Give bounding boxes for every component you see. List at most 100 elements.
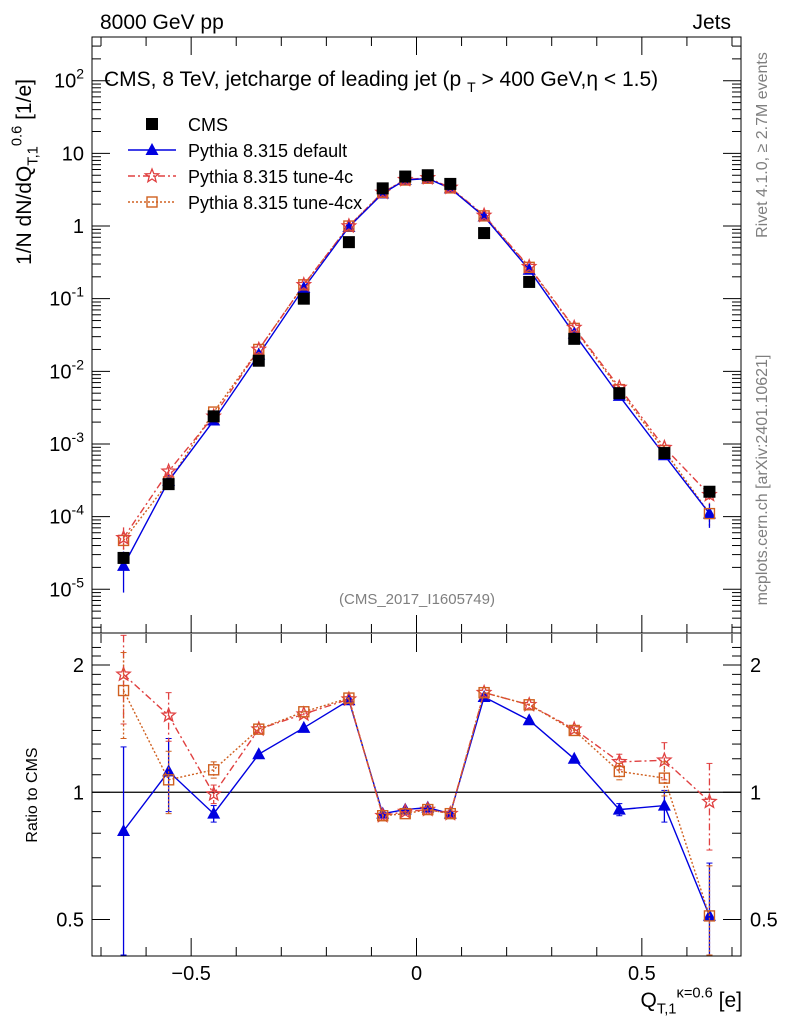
data-point (117, 551, 130, 564)
data-point (478, 227, 491, 240)
source-label: mcplots.cern.ch [arXiv:2401.10621] (754, 355, 771, 606)
legend-marker (146, 118, 158, 130)
legend: CMS Pythia 8.315 default Pythia 8.315 tune… (128, 115, 362, 213)
x-tick-label: 0 (411, 963, 422, 985)
data-point (613, 387, 626, 400)
x-tick-label: 0.5 (628, 963, 656, 985)
data-point (702, 506, 716, 519)
data-point (658, 447, 671, 460)
data-point (565, 318, 583, 335)
data-point (422, 803, 434, 816)
data-point (376, 182, 389, 195)
data-point (205, 785, 223, 802)
series-pythia-8-315-tune-4cx (122, 177, 711, 553)
data-point (523, 275, 536, 288)
data-point (399, 170, 412, 183)
data-point (612, 802, 626, 815)
data-point (343, 692, 355, 704)
data-point (160, 462, 177, 479)
ratio-y-axis-label: Ratio to CMS (24, 747, 41, 842)
data-point (444, 177, 457, 190)
data-point (475, 206, 493, 223)
markers-cms (117, 169, 716, 564)
data-point (162, 478, 175, 491)
markers-pythia-8-315-tune-4c (115, 169, 718, 545)
series-pythia-8-315-tune-4c (122, 177, 711, 554)
main-y-tick-label: 102​ (54, 66, 84, 93)
data-point (207, 410, 220, 423)
ratio-series-pythia-8-315-tune-4c (115, 634, 718, 851)
ratio-ticks: 0.5 0.5 1 1 2 2 (56, 646, 778, 932)
ratio-series (115, 634, 718, 956)
ratio-y-tick-label: 0.5 (56, 910, 84, 932)
data-point (568, 332, 581, 345)
rivet-label: Rivet 4.1.0, ≥ 2.7M events (754, 52, 771, 238)
series-line (122, 177, 711, 567)
ratio-series-pythia-8-315-tune-4cx (117, 652, 716, 956)
plot-title-text: CMS, 8 TeV, jetcharge of leading jet (p (104, 68, 461, 91)
data-point (613, 765, 626, 778)
data-point (160, 706, 177, 723)
legend-label: Pythia 8.315 default (188, 141, 347, 161)
legend-label: Pythia 8.315 tune-4c (188, 167, 353, 187)
main-y-ticks: 10-5​ 10-4​ 10-3​ 10-2​ 10-1​ 1 10 102​ (49, 36, 741, 628)
data-point (207, 764, 220, 776)
ratio-line (123, 673, 710, 817)
main-y-tick-label: 10 (62, 143, 84, 165)
x-axis-label-text: QT,1​κ=0.6​ [e] (641, 986, 742, 1018)
data-point (399, 807, 411, 820)
data-point (478, 686, 490, 699)
data-point (297, 720, 311, 733)
ratio-y-tick-label: 2 (73, 655, 84, 677)
ratio-line (122, 695, 711, 917)
data-point (252, 747, 266, 760)
legend-marker (145, 143, 159, 155)
data-point (523, 699, 535, 711)
data-point (253, 723, 265, 735)
ratio-y-tick-label-right: 1 (750, 782, 761, 804)
energy-label: 8000 GeV pp (100, 11, 224, 34)
data-point (162, 774, 175, 786)
ratio-y-tick-label: 1 (73, 782, 84, 804)
data-point (298, 706, 310, 718)
data-point (376, 810, 389, 822)
data-point (250, 340, 268, 357)
data-point (252, 354, 265, 367)
series-line (122, 177, 711, 539)
data-point (657, 798, 671, 811)
process-label: Jets (692, 11, 731, 34)
markers-pythia-8-315-tune-4cx (117, 172, 716, 547)
ratio-line (122, 690, 711, 917)
data-point (342, 236, 355, 249)
main-y-tick-label: 10-4​ (49, 502, 84, 529)
analysis-id: (CMS_2017_I1605749) (339, 591, 495, 608)
data-point (658, 772, 671, 784)
legend-label: CMS (188, 115, 228, 135)
data-point (117, 823, 131, 836)
data-point (115, 529, 132, 545)
main-y-tick-label: 10-5​ (49, 574, 84, 601)
data-point (340, 217, 358, 234)
main-y-tick-label: 1 (73, 216, 84, 238)
ratio-y-tick-label-right: 2 (750, 655, 761, 677)
ratio-y-tick-label-right: 0.5 (750, 910, 778, 932)
x-axis-label: QT,1​κ=0.6​ [e] (641, 986, 742, 1018)
legend-label: Pythia 8.315 tune-4cx (188, 193, 362, 213)
legend-marker (143, 167, 161, 184)
data-point (207, 806, 221, 819)
legend-marker (146, 196, 158, 208)
data-point (297, 292, 310, 305)
data-point (701, 792, 718, 809)
data-point (703, 507, 716, 520)
data-point (567, 751, 581, 764)
data-point (117, 534, 130, 547)
data-point (444, 807, 457, 820)
main-y-tick-label: 10-2​ (49, 356, 84, 383)
data-point (703, 485, 716, 498)
data-point (520, 258, 538, 274)
data-point (117, 684, 130, 697)
ratio-panel-frame (91, 632, 742, 957)
ratio-series-pythia-8-315-default (117, 689, 716, 956)
data-point (478, 210, 490, 222)
